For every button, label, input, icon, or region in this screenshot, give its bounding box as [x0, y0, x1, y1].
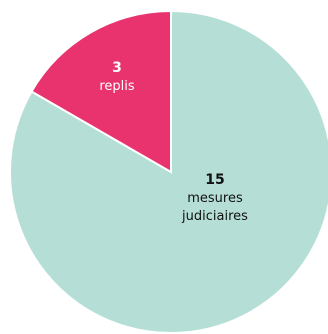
label-mesures-judiciaires: 15 mesures judiciaires	[181, 172, 248, 224]
slice-replis	[30, 9, 172, 174]
slice-value-label: 15	[205, 172, 224, 188]
pie-slices	[9, 9, 328, 334]
pie-labels: 15 mesures judiciaires 3 replis	[99, 60, 248, 224]
slice-category-label: judiciaires	[181, 209, 248, 224]
slice-value-label: 3	[112, 60, 122, 76]
label-replis: 3 replis	[99, 60, 135, 94]
slice-category-label: replis	[99, 79, 135, 94]
slice-category-label: mesures	[187, 191, 243, 206]
